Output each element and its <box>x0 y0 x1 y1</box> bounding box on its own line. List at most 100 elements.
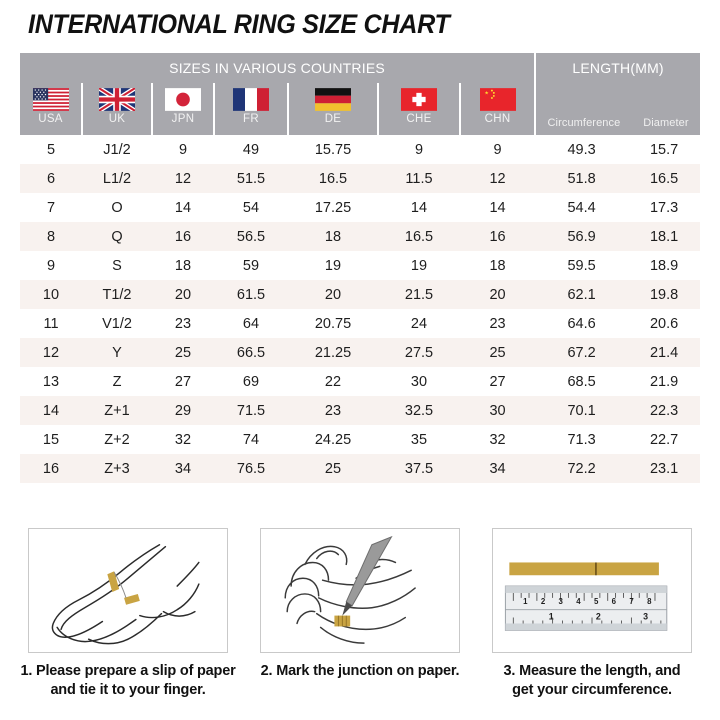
table-cell: 15.75 <box>288 135 378 164</box>
table-cell: 19.8 <box>628 280 701 309</box>
table-cell: 6 <box>20 164 82 193</box>
table-row: 6 L1/2 12 51.5 16.5 11.5 12 51.8 16.5 <box>20 164 701 193</box>
table-cell: 23.1 <box>628 454 701 483</box>
svg-text:6: 6 <box>612 597 617 606</box>
table-cell: 74 <box>214 425 288 454</box>
table-cell: 5 <box>20 135 82 164</box>
table-cell: 64 <box>214 309 288 338</box>
step-2-illustration <box>260 528 460 653</box>
table-cell: 66.5 <box>214 338 288 367</box>
table-row: 9 S 18 59 19 19 18 59.5 18.9 <box>20 251 701 280</box>
table-cell: 54 <box>214 193 288 222</box>
table-cell: 9 <box>460 135 536 164</box>
flag-chn-icon <box>479 88 516 111</box>
table-cell: 16 <box>20 454 82 483</box>
table-cell: 34 <box>460 454 536 483</box>
table-cell: 59 <box>214 251 288 280</box>
table-cell: 8 <box>20 222 82 251</box>
step-2-caption: 2. Mark the junction on paper. <box>252 662 468 681</box>
table-row: 10 T1/2 20 61.5 20 21.5 20 62.1 19.8 <box>20 280 701 309</box>
table-row: 11 V1/2 23 64 20.75 24 23 64.6 20.6 <box>20 309 701 338</box>
country-code-usa: USA <box>38 113 63 125</box>
table-cell: 17.3 <box>628 193 701 222</box>
step-1-caption-line2: and tie it to your finger. <box>50 682 206 698</box>
table-cell: 67.2 <box>535 338 629 367</box>
table-row: 8 Q 16 56.5 18 16.5 16 56.9 18.1 <box>20 222 701 251</box>
svg-text:4: 4 <box>576 597 581 606</box>
table-cell: T1/2 <box>82 280 152 309</box>
country-code-fr: FR <box>243 113 259 125</box>
table-cell: 32 <box>460 425 536 454</box>
table-cell: Z+3 <box>82 454 152 483</box>
table-cell: 23 <box>152 309 214 338</box>
table-cell: 10 <box>20 280 82 309</box>
country-code-che: CHE <box>406 113 432 125</box>
table-cell: Z <box>82 367 152 396</box>
table-cell: Z+1 <box>82 396 152 425</box>
column-header-diameter: Diameter <box>643 117 689 129</box>
table-cell: 16.5 <box>628 164 701 193</box>
table-cell: 20 <box>152 280 214 309</box>
table-cell: Z+2 <box>82 425 152 454</box>
table-cell: 24 <box>378 309 460 338</box>
table-cell: 16.5 <box>288 164 378 193</box>
svg-text:3: 3 <box>643 612 648 622</box>
table-cell: L1/2 <box>82 164 152 193</box>
table-cell: 32 <box>152 425 214 454</box>
table-cell: 21.4 <box>628 338 701 367</box>
column-header-circumference: Circumference <box>547 117 621 129</box>
table-row: 13 Z 27 69 22 30 27 68.5 21.9 <box>20 367 701 396</box>
step-1-caption: 1. Please prepare a slip of paper and ti… <box>20 662 236 700</box>
svg-text:5: 5 <box>594 597 599 606</box>
table-cell: 59.5 <box>535 251 629 280</box>
table-cell: 22.7 <box>628 425 701 454</box>
table-cell: 37.5 <box>378 454 460 483</box>
table-cell: 30 <box>460 396 536 425</box>
table-row: 16 Z+3 34 76.5 25 37.5 34 72.2 23.1 <box>20 454 701 483</box>
table-cell: 12 <box>460 164 536 193</box>
table-cell: 15.7 <box>628 135 701 164</box>
flag-uk-icon <box>99 88 135 111</box>
table-cell: 54.4 <box>535 193 629 222</box>
table-cell: 17.25 <box>288 193 378 222</box>
column-header-de: DE <box>288 83 379 135</box>
header-sizes-in-various-countries: SIZES IN VARIOUS COUNTRIES <box>20 53 537 83</box>
table-cell: Q <box>82 222 152 251</box>
table-cell: 56.9 <box>535 222 629 251</box>
step-1-caption-line1: 1. Please prepare a slip of paper <box>20 663 236 679</box>
table-cell: 49.3 <box>535 135 629 164</box>
table-cell: 22 <box>288 367 378 396</box>
table-cell: 51.5 <box>214 164 288 193</box>
table-cell: 18.9 <box>628 251 701 280</box>
table-cell: 14 <box>152 193 214 222</box>
ring-size-table: SIZES IN VARIOUS COUNTRIES LENGTH(MM) <box>20 53 701 483</box>
country-code-de: DE <box>324 113 342 125</box>
table-cell: 71.3 <box>535 425 629 454</box>
size-table-container: SIZES IN VARIOUS COUNTRIES LENGTH(MM) <box>20 53 701 483</box>
table-cell: 27 <box>460 367 536 396</box>
table-cell: 76.5 <box>214 454 288 483</box>
table-cell: 21.25 <box>288 338 378 367</box>
table-cell: 20 <box>460 280 536 309</box>
table-cell: Y <box>82 338 152 367</box>
table-cell: 20 <box>288 280 378 309</box>
table-cell: 27.5 <box>378 338 460 367</box>
svg-text:3: 3 <box>559 597 564 606</box>
step-1-illustration <box>28 528 228 653</box>
table-cell: 13 <box>20 367 82 396</box>
step-1: 1. Please prepare a slip of paper and ti… <box>20 528 236 700</box>
table-cell: 12 <box>20 338 82 367</box>
table-cell: 35 <box>378 425 460 454</box>
table-cell: 70.1 <box>535 396 629 425</box>
table-cell: 14 <box>460 193 536 222</box>
table-cell: 69 <box>214 367 288 396</box>
instruction-steps: 1. Please prepare a slip of paper and ti… <box>20 528 700 700</box>
table-cell: 21.5 <box>378 280 460 309</box>
column-header-usa: USA <box>20 83 83 135</box>
column-header-che: CHE <box>378 83 461 135</box>
table-cell: 19 <box>378 251 460 280</box>
svg-text:1: 1 <box>523 597 528 606</box>
table-cell: O <box>82 193 152 222</box>
table-row: 7 O 14 54 17.25 14 14 54.4 17.3 <box>20 193 701 222</box>
